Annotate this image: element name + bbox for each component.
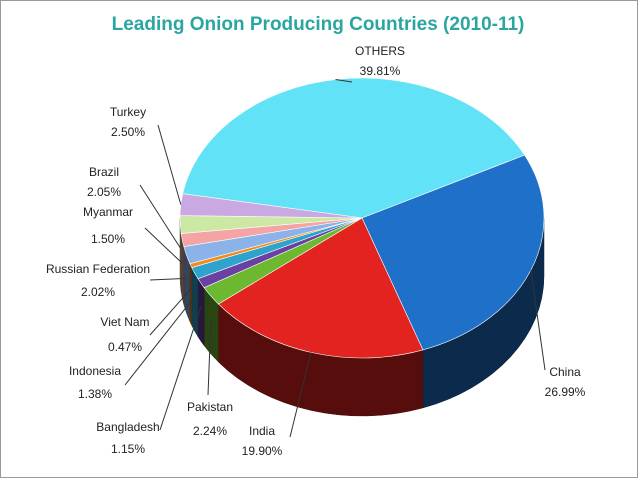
chart-title: Leading Onion Producing Countries (2010-…: [112, 14, 525, 35]
value-label: 0.47%: [108, 340, 142, 354]
category-label: Viet Nam: [100, 315, 149, 329]
leader-line: [159, 306, 202, 431]
leader-line: [289, 352, 312, 438]
category-label: Bangladesh: [96, 420, 159, 434]
value-label: 1.15%: [111, 442, 145, 456]
value-label: 1.50%: [91, 232, 125, 246]
pie-tops: [179, 77, 545, 359]
leader-line: [144, 227, 183, 264]
leader-line: [149, 277, 187, 281]
leader-line: [530, 270, 546, 371]
leader-line: [335, 78, 353, 83]
value-label: 2.50%: [111, 125, 145, 139]
pie-slice: [217, 217, 424, 359]
category-label: Myanmar: [83, 205, 133, 219]
leader-line: [149, 288, 192, 336]
pie-side: [189, 263, 193, 326]
value-label: 2.02%: [81, 285, 115, 299]
value-label: 2.24%: [193, 424, 227, 438]
value-label: 39.81%: [360, 64, 401, 78]
category-label: Turkey: [110, 105, 146, 119]
value-label: 2.05%: [87, 185, 121, 199]
leader-line: [157, 124, 182, 205]
category-label: OTHERS: [355, 44, 405, 58]
value-label: 1.38%: [78, 387, 112, 401]
category-label: Russian Federation: [46, 262, 150, 276]
labels: OTHERS 39.81% China 26.99% India 19.90% Pakist…: [46, 44, 586, 458]
leader-line: [124, 296, 196, 386]
category-label: Indonesia: [69, 364, 121, 378]
category-label: Pakistan: [187, 400, 233, 414]
category-label: China: [549, 365, 581, 379]
category-label: Brazil: [89, 165, 119, 179]
leader-line: [207, 319, 212, 396]
value-label: 19.90%: [242, 444, 283, 458]
category-label: India: [249, 424, 275, 438]
leader-line: [139, 184, 181, 249]
value-label: 26.99%: [545, 385, 586, 399]
pie-side: [191, 267, 199, 338]
